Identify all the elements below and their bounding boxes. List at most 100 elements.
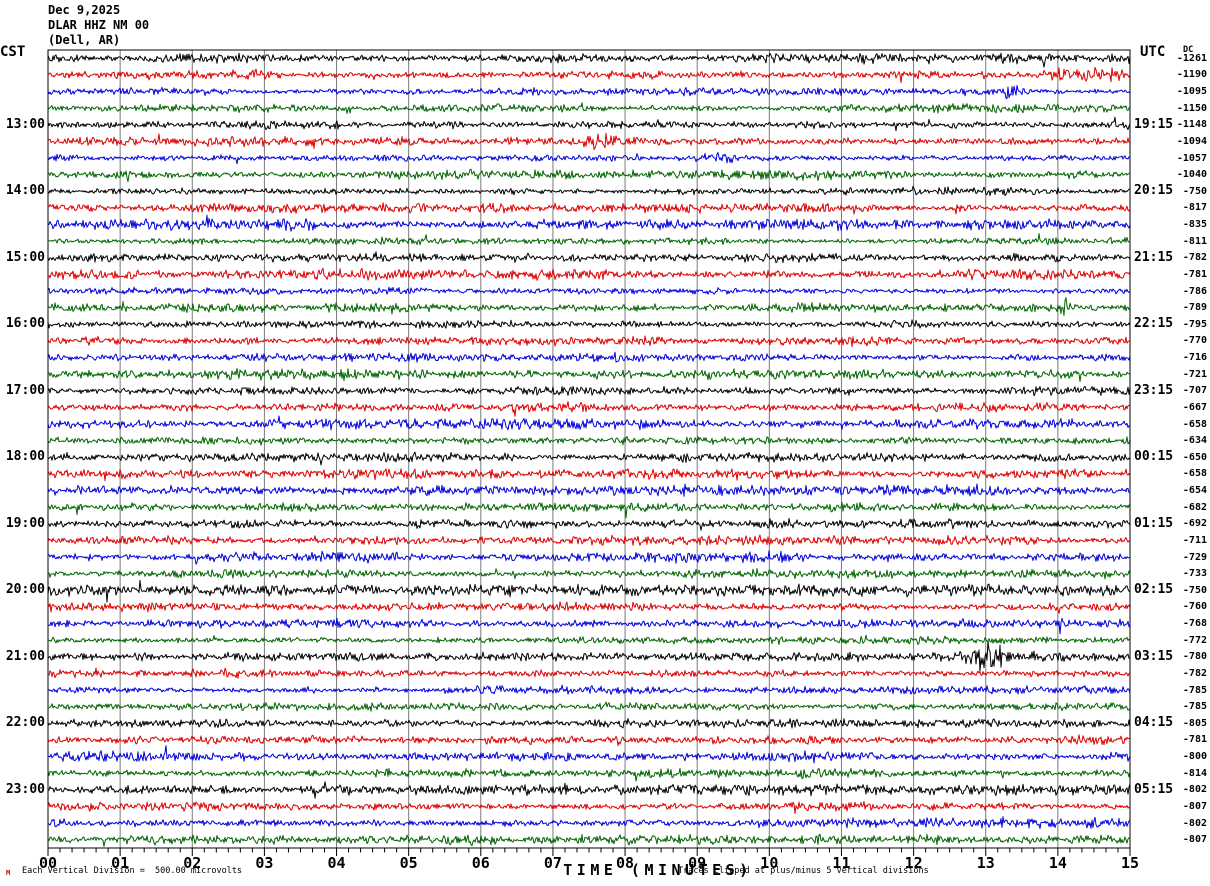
x-tick-label-02: 02 — [183, 854, 202, 872]
dc-offset-value-row-41: -781 — [1182, 734, 1207, 746]
utc-hour-label-0515: 05:15 — [1134, 781, 1174, 797]
trace-row-35 — [47, 634, 1131, 645]
trace-row-11 — [47, 233, 1131, 246]
dc-offset-value-row-20: -707 — [1182, 385, 1207, 397]
dc-offset-value-row-32: -750 — [1182, 584, 1207, 596]
utc-hour-label-0015: 00:15 — [1134, 449, 1174, 465]
utc-hour-label-2015: 20:15 — [1134, 183, 1174, 199]
dc-offset-value-row-25: -658 — [1182, 468, 1207, 480]
trace-row-31 — [47, 568, 1131, 580]
dc-offset-value-row-18: -716 — [1182, 352, 1207, 364]
trace-row-39 — [47, 701, 1131, 712]
trace-row-33 — [47, 601, 1131, 614]
clipping-note: Traces clipped at plus/minus 5 vertical … — [678, 866, 929, 876]
trace-row-14 — [47, 286, 1131, 296]
trace-row-15 — [47, 297, 1131, 316]
dc-offset-value-row-21: -667 — [1182, 401, 1207, 413]
dc-offset-value-row-47: -807 — [1182, 834, 1207, 846]
dc-offset-value-row-8: -750 — [1182, 185, 1207, 197]
x-tick-label-03: 03 — [255, 854, 274, 872]
x-tick-label-10: 10 — [760, 854, 779, 872]
dc-offset-value-row-22: -658 — [1182, 418, 1207, 430]
trace-row-28 — [47, 517, 1131, 531]
x-tick-label-12: 12 — [904, 854, 923, 872]
dc-offset-value-row-6: -1057 — [1176, 152, 1207, 164]
trace-row-10 — [47, 214, 1131, 232]
dc-offset-value-row-27: -682 — [1182, 501, 1207, 513]
trace-row-17 — [47, 335, 1131, 348]
dc-offset-header: DC — [1183, 45, 1194, 55]
dc-offset-value-row-24: -650 — [1182, 451, 1207, 463]
trace-row-27 — [47, 502, 1131, 519]
right-timezone-header: UTC — [1140, 44, 1166, 60]
dc-offset-value-row-23: -634 — [1182, 435, 1207, 447]
trace-row-37 — [47, 667, 1131, 679]
dc-offset-value-row-1: -1190 — [1176, 69, 1207, 81]
cst-hour-label-2000: 20:00 — [5, 582, 45, 598]
x-tick-label-04: 04 — [327, 854, 346, 872]
cst-hour-label-1800: 18:00 — [5, 449, 45, 465]
dc-offset-value-row-40: -805 — [1182, 717, 1207, 729]
dc-offset-value-row-35: -772 — [1182, 634, 1207, 646]
x-tick-label-09: 09 — [688, 854, 707, 872]
dc-offset-value-row-13: -781 — [1182, 268, 1207, 280]
dc-offset-value-row-17: -770 — [1182, 335, 1207, 347]
trace-row-47 — [47, 833, 1131, 847]
trace-row-24 — [47, 451, 1131, 466]
trace-row-41 — [47, 734, 1131, 747]
x-tick-label-05: 05 — [399, 854, 418, 872]
dc-offset-value-row-34: -768 — [1182, 618, 1207, 630]
x-tick-label-11: 11 — [832, 854, 851, 872]
x-tick-label-13: 13 — [976, 854, 995, 872]
trace-row-46 — [47, 816, 1131, 830]
dc-offset-value-row-9: -817 — [1182, 202, 1207, 214]
vertical-scale-note: Each Vertical Division = 500.00 microvol… — [22, 866, 243, 876]
dc-offset-value-row-0: -1261 — [1176, 52, 1207, 64]
dc-offset-value-row-10: -835 — [1182, 219, 1207, 231]
trace-row-38 — [47, 684, 1131, 695]
trace-row-43 — [47, 767, 1131, 782]
dc-offset-value-row-42: -800 — [1182, 751, 1207, 763]
station-location-label: (Dell, AR) — [48, 33, 121, 47]
dc-offset-value-row-3: -1150 — [1176, 102, 1207, 114]
cst-hour-label-2200: 22:00 — [5, 715, 45, 731]
trace-row-13 — [47, 267, 1131, 281]
dc-offset-value-row-39: -785 — [1182, 701, 1207, 713]
x-tick-label-00: 00 — [38, 854, 58, 872]
trace-row-44 — [47, 781, 1131, 799]
trace-row-29 — [47, 534, 1131, 546]
utc-hour-label-0215: 02:15 — [1134, 582, 1174, 598]
trace-row-5 — [47, 132, 1131, 150]
dc-offset-value-row-4: -1148 — [1176, 119, 1207, 131]
dc-offset-value-row-29: -711 — [1182, 534, 1207, 546]
trace-row-26 — [47, 483, 1131, 497]
trace-row-6 — [47, 152, 1131, 165]
plot-border — [47, 49, 1131, 849]
utc-hour-label-0115: 01:15 — [1134, 515, 1174, 531]
trace-row-12 — [47, 251, 1131, 264]
trace-row-16 — [47, 319, 1131, 330]
dc-offset-value-row-14: -786 — [1182, 285, 1207, 297]
dc-offset-value-row-7: -1040 — [1176, 169, 1207, 181]
trace-row-42 — [47, 745, 1131, 764]
dc-offset-value-row-44: -802 — [1182, 784, 1207, 796]
trace-row-30 — [47, 550, 1131, 565]
cst-hour-label-1300: 13:00 — [5, 116, 45, 132]
trace-row-20 — [47, 385, 1131, 397]
trace-row-3 — [47, 102, 1131, 114]
utc-hour-label-2115: 21:15 — [1134, 249, 1174, 265]
trace-row-9 — [47, 202, 1131, 215]
dc-offset-value-row-45: -807 — [1182, 800, 1207, 812]
trace-row-40 — [47, 718, 1131, 729]
dc-offset-value-row-43: -814 — [1182, 767, 1207, 779]
dc-offset-value-row-31: -733 — [1182, 568, 1207, 580]
dc-offset-value-row-37: -782 — [1182, 667, 1207, 679]
cst-hour-label-2100: 21:00 — [5, 648, 45, 664]
cst-hour-label-2300: 23:00 — [5, 781, 45, 797]
dc-offset-value-row-19: -721 — [1182, 368, 1207, 380]
x-axis-title: TIME (MINUTES) — [563, 861, 753, 879]
x-tick-label-14: 14 — [1048, 854, 1067, 872]
dc-offset-value-row-2: -1095 — [1176, 86, 1207, 98]
dc-offset-value-row-16: -795 — [1182, 318, 1207, 330]
